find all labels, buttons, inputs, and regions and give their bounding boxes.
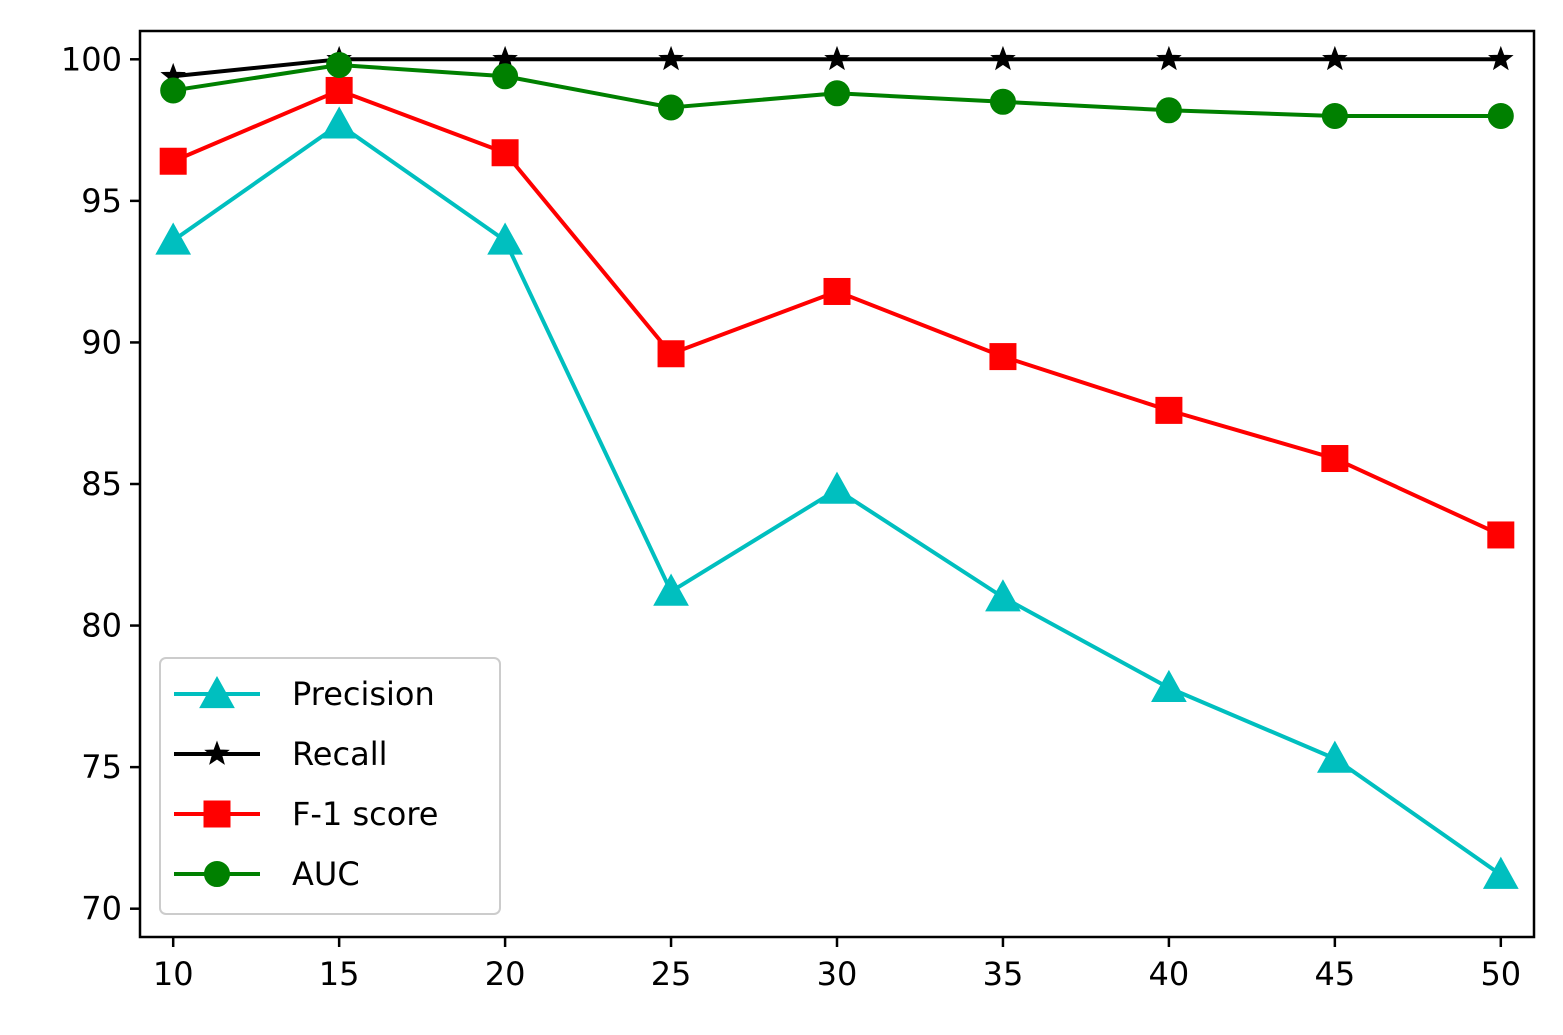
- y-tick-label: 85: [81, 465, 122, 503]
- x-tick-label: 30: [817, 955, 858, 993]
- legend-label: Recall: [292, 735, 387, 773]
- data-point-auc: [1487, 102, 1514, 129]
- data-point-precision: [985, 579, 1021, 612]
- y-tick-label: 100: [61, 40, 122, 78]
- data-point-precision: [1151, 669, 1187, 702]
- data-point-auc: [160, 77, 187, 104]
- data-point-recall: [824, 45, 850, 71]
- data-point-auc: [1321, 102, 1348, 129]
- y-tick-label: 70: [81, 890, 122, 928]
- legend-label: F-1 score: [292, 795, 438, 833]
- legend-marker-recall: [204, 740, 230, 765]
- x-tick-label: 40: [1149, 955, 1190, 993]
- data-point-f-1-score: [989, 343, 1017, 371]
- legend-item-f-1-score: F-1 score: [174, 795, 438, 833]
- data-point-f-1-score: [491, 139, 519, 167]
- series-precision: [155, 106, 1519, 889]
- data-point-auc: [326, 51, 353, 78]
- data-point-f-1-score: [1321, 445, 1349, 473]
- legend-label: Precision: [292, 675, 435, 713]
- x-tick-label: 10: [153, 955, 194, 993]
- series-layer: [155, 45, 1519, 889]
- data-point-precision: [653, 573, 689, 606]
- y-tick-label: 80: [81, 607, 122, 645]
- data-point-precision: [1317, 740, 1353, 773]
- data-point-precision: [155, 222, 192, 255]
- data-point-f-1-score: [823, 277, 851, 305]
- x-tick-label: 50: [1480, 955, 1521, 993]
- legend: Precision Recall F-1 score AUC: [159, 657, 501, 915]
- data-point-f-1-score: [1155, 396, 1183, 424]
- legend-box: [159, 657, 501, 915]
- data-point-precision: [819, 471, 855, 504]
- data-point-auc: [989, 88, 1016, 115]
- legend-item-auc: AUC: [174, 855, 360, 893]
- legend-marker-auc: [204, 861, 230, 887]
- legend-item-precision: Precision: [174, 675, 435, 713]
- series-auc: [160, 51, 1514, 129]
- series-f-1-score: [159, 76, 1515, 549]
- data-point-recall: [658, 45, 684, 71]
- y-tick-label: 95: [81, 182, 122, 220]
- data-point-recall: [990, 45, 1016, 71]
- y-tick-label: 90: [81, 323, 122, 361]
- data-point-recall: [1156, 45, 1182, 71]
- data-point-f-1-score: [657, 340, 685, 368]
- legend-marker-f-1-score: [203, 800, 231, 828]
- x-tick-label: 25: [651, 955, 692, 993]
- legend-label: AUC: [292, 855, 360, 893]
- data-point-precision: [487, 222, 523, 255]
- series-line-f-1-score: [172, 88, 1502, 537]
- legend-marker-precision: [199, 675, 235, 709]
- y-axis: 70 75 80 85 90 95 100: [61, 40, 140, 928]
- data-point-auc: [492, 63, 519, 90]
- data-point-precision: [321, 106, 357, 139]
- x-tick-label: 45: [1314, 955, 1355, 993]
- data-point-recall: [1488, 45, 1514, 71]
- x-tick-label: 15: [319, 955, 360, 993]
- data-point-recall: [1322, 45, 1348, 71]
- data-point-f-1-score: [159, 147, 187, 175]
- data-point-f-1-score: [325, 76, 353, 104]
- y-tick-label: 75: [81, 748, 122, 786]
- data-point-auc: [658, 94, 685, 121]
- data-point-auc: [1155, 97, 1182, 124]
- legend-item-recall: Recall: [174, 735, 387, 773]
- x-tick-label: 35: [983, 955, 1024, 993]
- data-point-precision: [1482, 856, 1519, 889]
- x-tick-label: 20: [485, 955, 526, 993]
- x-axis: 10 15 20 25 30 35 40 45 50: [153, 937, 1521, 993]
- data-point-auc: [824, 80, 850, 107]
- data-point-f-1-score: [1487, 521, 1515, 549]
